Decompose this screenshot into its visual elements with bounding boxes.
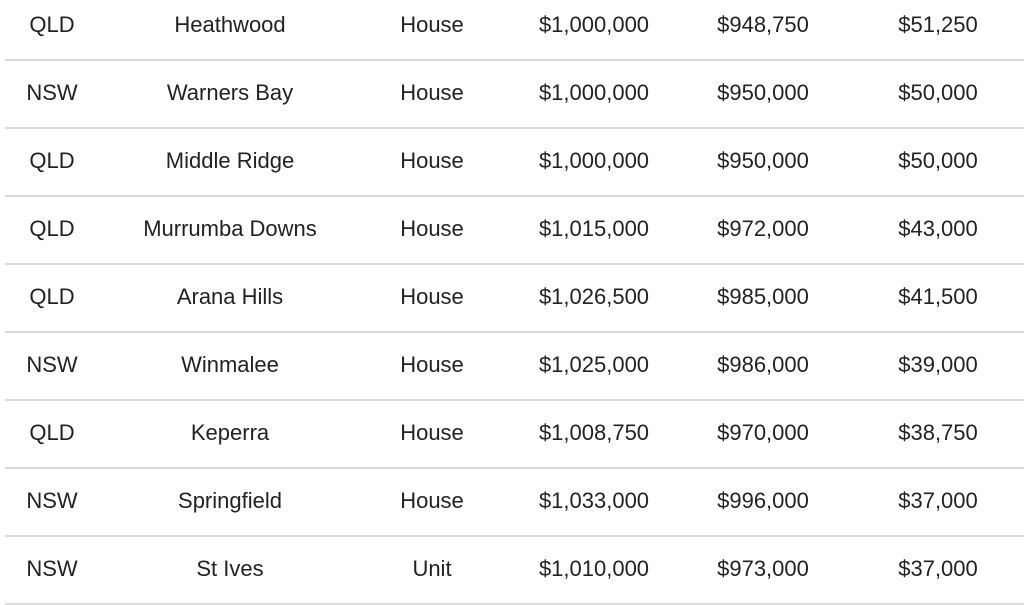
table-cell: $972,000 [717,216,809,241]
table-cell: NSW [26,352,78,377]
table-cell: $985,000 [717,284,809,309]
table-cell: $37,000 [898,556,978,581]
table-cell: $50,000 [898,148,978,173]
table-cell: $950,000 [717,80,809,105]
table-cell: House [400,216,464,241]
table-cell: QLD [29,284,74,309]
table-cell: Arana Hills [177,284,283,309]
table-cell: $1,015,000 [539,216,649,241]
table-cell: NSW [26,488,78,513]
table-cell: Middle Ridge [166,148,294,173]
table-cell: $1,000,000 [539,148,649,173]
table-cell: House [400,488,464,513]
table-cell: $948,750 [717,12,809,37]
table-cell: $1,033,000 [539,488,649,513]
table-cell: QLD [29,12,74,37]
table-cell: $1,008,750 [539,420,649,445]
table-cell: $1,000,000 [539,12,649,37]
table-cell: $41,500 [898,284,978,309]
table-cell: NSW [26,556,78,581]
table-cell: $950,000 [717,148,809,173]
table-cell: House [400,420,464,445]
table-cell: Heathwood [174,12,285,37]
table-cell: QLD [29,420,74,445]
table-cell: $38,750 [898,420,978,445]
table-cell: Murrumba Downs [143,216,317,241]
table-cell: QLD [29,216,74,241]
table-cell: $986,000 [717,352,809,377]
table-cell: $37,000 [898,488,978,513]
table-cell: $973,000 [717,556,809,581]
table-cell: House [400,352,464,377]
table-cell: QLD [29,148,74,173]
table-cell: House [400,12,464,37]
table-cell: NSW [26,80,78,105]
table-cell: Keperra [191,420,270,445]
table-cell: $1,010,000 [539,556,649,581]
table-cell: House [400,80,464,105]
table-cell: House [400,148,464,173]
table-cell: $1,025,000 [539,352,649,377]
table-cell: $50,000 [898,80,978,105]
table-cell: $43,000 [898,216,978,241]
table-cell: $1,026,500 [539,284,649,309]
table-cell: Springfield [178,488,282,513]
table-cell: $1,000,000 [539,80,649,105]
table-cell: Winmalee [181,352,279,377]
table-cell: $996,000 [717,488,809,513]
table-cell: Warners Bay [167,80,293,105]
table-cell: St Ives [196,556,263,581]
table-cell: $970,000 [717,420,809,445]
table-cell: Unit [412,556,451,581]
table-cell: $51,250 [898,12,978,37]
table-cell: House [400,284,464,309]
table-cell: $39,000 [898,352,978,377]
